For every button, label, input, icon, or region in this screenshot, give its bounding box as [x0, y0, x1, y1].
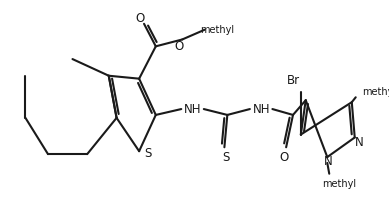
Text: O: O [135, 12, 145, 25]
Text: O: O [175, 40, 184, 53]
Text: O: O [280, 151, 289, 163]
Text: methyl: methyl [200, 25, 235, 35]
Text: NH: NH [184, 103, 202, 116]
Text: Br: Br [286, 74, 300, 87]
Text: N: N [324, 155, 333, 168]
Text: N: N [355, 136, 364, 149]
Text: S: S [144, 147, 152, 160]
Text: NH: NH [253, 103, 270, 116]
Text: methyl: methyl [322, 179, 356, 188]
Text: S: S [223, 151, 230, 163]
Text: methyl: methyl [362, 87, 389, 97]
